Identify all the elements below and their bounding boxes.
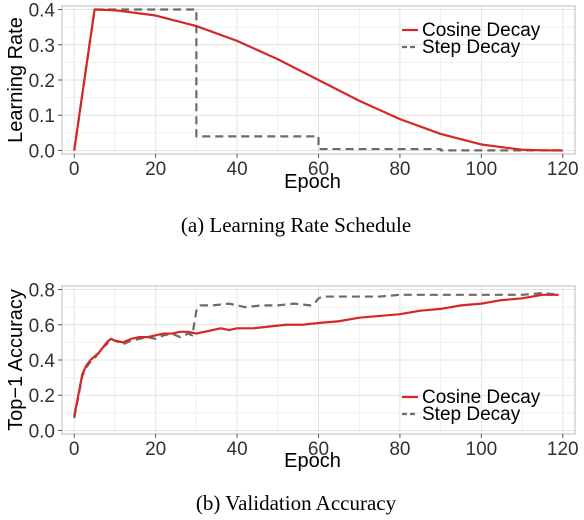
legend-label: Step Decay [422,37,521,58]
y-tick-label: 0.3 [29,36,55,57]
legend-label: Cosine Decay [422,20,541,41]
learning-rate-chart: 0 20 40 60 80 100 120 0.0 0.1 0.2 0.3 0.4 Epoch Learn… [5,1,579,193]
x-tick-label: 0 [69,439,80,460]
x-tick-label: 20 [145,439,166,460]
y-tick-label: 0.0 [29,141,55,162]
x-tick-label: 100 [466,159,498,180]
x-tick-label: 60 [308,439,329,460]
chart-caption-b: (b) Validation Accuracy [196,491,397,515]
validation-accuracy-chart: 0 20 40 60 80 100 120 0.0 0.2 0.4 0.6 0.8 Epoch Top−1… [5,281,579,472]
x-tick-label: 0 [69,159,80,180]
y-tick-label: 0.2 [29,71,55,92]
series-line-step-decay [73,8,563,152]
y-tick-label: 0.1 [29,106,55,127]
chart-caption-a: (a) Learning Rate Schedule [181,213,411,237]
y-axis-title: Learning Rate [5,17,27,143]
x-axis-title: Epoch [284,171,341,193]
x-tick-label: 100 [466,439,498,460]
x-tick-label: 80 [389,439,410,460]
legend-label: Cosine Decay [422,387,541,408]
x-axis-title: Epoch [284,450,341,472]
y-tick-label: 0.8 [29,281,55,302]
y-tick-label: 0.2 [29,386,55,407]
series-line-cosine-decay [73,293,559,417]
y-axis-title: Top−1 Accuracy [5,289,27,431]
x-tick-label: 120 [547,439,579,460]
y-tick-label: 0.6 [29,316,55,337]
y-tick-label: 0.4 [29,351,56,372]
y-tick-label: 0.4 [29,1,56,22]
y-tick-label: 0.0 [29,421,55,442]
x-tick-label: 40 [227,439,248,460]
x-tick-label: 120 [547,159,579,180]
legend-label: Step Decay [422,404,521,425]
x-tick-label: 40 [227,159,248,180]
series-line-cosine-decay [73,8,563,152]
x-tick-label: 80 [389,159,410,180]
x-tick-label: 60 [308,159,329,180]
x-tick-label: 20 [145,159,166,180]
